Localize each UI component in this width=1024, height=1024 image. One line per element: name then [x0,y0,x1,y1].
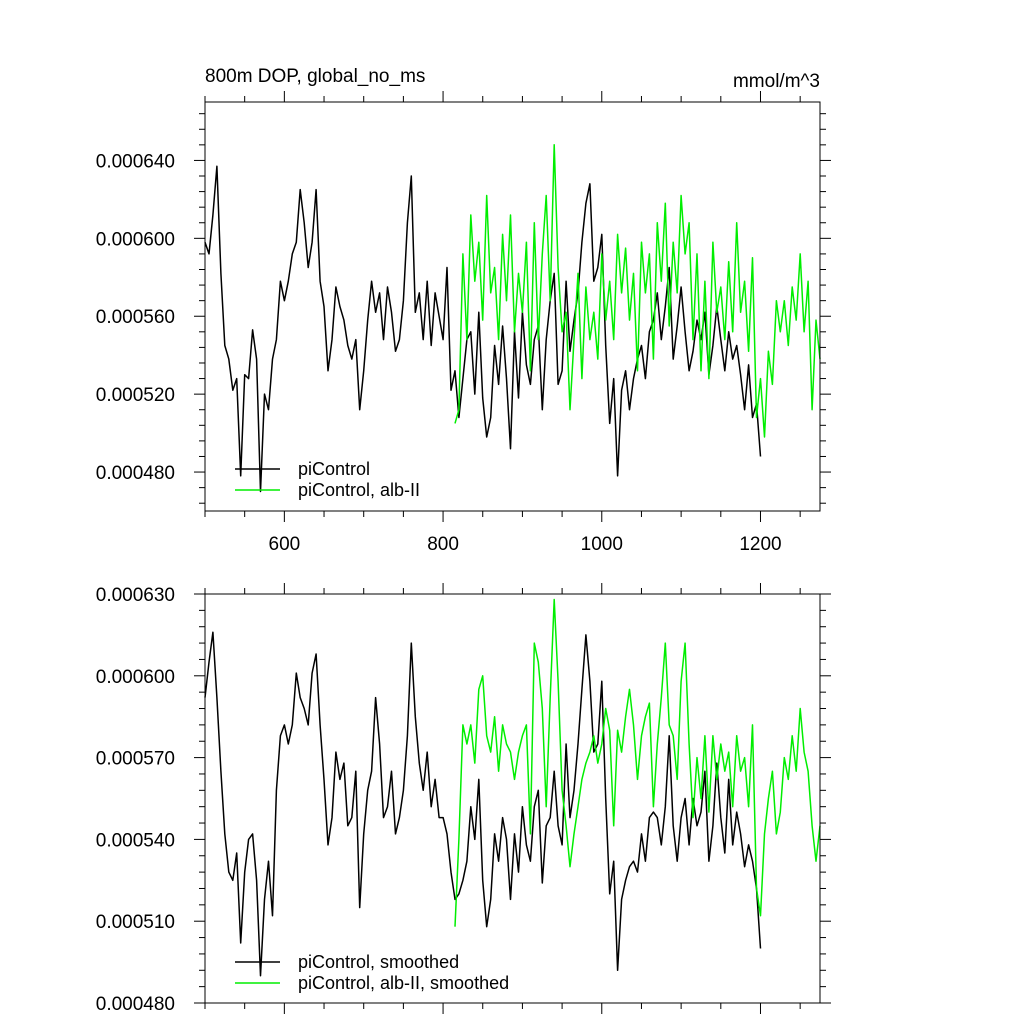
legend-label-alb-ii-smoothed: piControl, alb-II, smoothed [298,973,509,993]
bottom-y-tick-label: 0.000540 [96,830,175,851]
bottom-y-tick-label: 0.000480 [96,994,175,1015]
top-plot-frame [204,101,821,512]
bottom-y-tick-label: 0.000600 [96,667,175,688]
bottom-series-line-1 [454,598,821,927]
bottom-y-tick-label: 0.000630 [96,585,175,606]
top-series-lines [204,144,821,493]
top-x-tick-label: 1000 [581,534,623,555]
bottom-series-line-0 [204,631,762,977]
top-y-tick-label: 0.000480 [96,463,175,484]
top-x-tick-label: 800 [427,534,459,555]
top-legend: piControl piControl, alb-II [235,459,420,500]
top-y-tick-label: 0.000520 [96,385,175,406]
top-series-line-0 [204,165,762,493]
top-y-tick-label: 0.000640 [96,151,175,172]
bottom-y-tick-label: 0.000570 [96,749,175,770]
top-panel: 800m DOP, global_no_ms mmol/m^3 600 800 10… [96,66,831,555]
top-axes: 600 800 1000 1200 0.000480 0.000520 0.000560 0.… [96,91,831,555]
bottom-series-lines [204,598,821,977]
bottom-panel: 0.000480 0.000510 0.000540 0.000570 0.000600… [96,583,831,1015]
legend-label-picontrol: piControl [298,459,370,479]
bottom-plot-frame [204,593,821,1004]
legend-label-picontrol-smoothed: piControl, smoothed [298,952,459,972]
top-series-line-1 [454,144,821,438]
top-x-tick-label: 600 [269,534,301,555]
chart-title: 800m DOP, global_no_ms [205,66,425,87]
top-y-tick-label: 0.000560 [96,307,175,328]
top-y-tick-label: 0.000600 [96,229,175,250]
top-x-tick-label: 1200 [739,534,781,555]
bottom-legend: piControl, smoothed piControl, alb-II, s… [235,952,509,993]
bottom-y-tick-label: 0.000510 [96,912,175,933]
units-label: mmol/m^3 [733,71,820,92]
legend-label-alb-ii: piControl, alb-II [298,480,420,500]
bottom-axes: 0.000480 0.000510 0.000540 0.000570 0.000600… [96,583,831,1015]
